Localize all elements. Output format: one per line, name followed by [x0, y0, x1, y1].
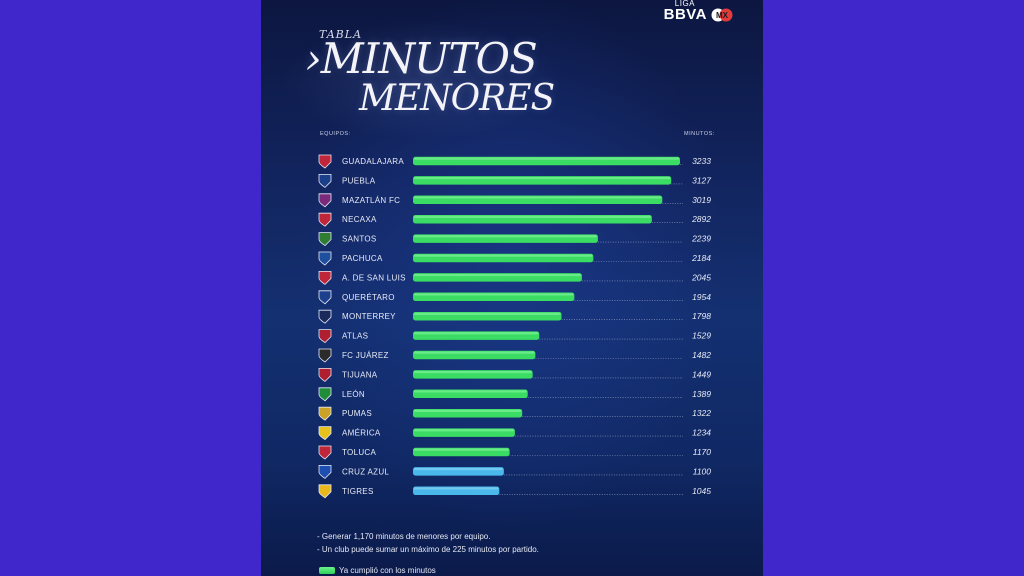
minutes-bar-highlight: [414, 157, 679, 160]
minutes-value: 1954: [692, 292, 711, 302]
team-name: GUADALAJARA: [342, 157, 404, 166]
minutes-value: 2045: [691, 272, 711, 282]
team-name: PUMAS: [342, 409, 372, 418]
minutes-value: 3127: [692, 175, 711, 185]
minutes-bar-highlight: [414, 370, 532, 374]
note-1: - Generar 1,170 minutos de menores por e…: [317, 532, 491, 541]
minutes-bar-highlight: [414, 409, 522, 412]
team-name: TOLUCA: [342, 448, 376, 457]
minutes-value: 1100: [693, 466, 712, 476]
minutes-value: 2892: [691, 214, 711, 224]
minutes-bar-highlight: [414, 312, 561, 315]
minutes-bar-highlight: [414, 429, 514, 432]
table-card: LIGA BBVA MX TABLA ›MINUTOS MENORES EQUI…: [261, 0, 763, 576]
team-crest-icon: [318, 154, 332, 169]
minutes-value: 1529: [692, 331, 711, 341]
minutes-value: 1170: [693, 447, 712, 457]
team-name: CRUZ AZUL: [342, 467, 389, 476]
brand-name: BBVA: [663, 6, 707, 23]
title-line-1: ›MINUTOS: [305, 34, 538, 83]
mx-logo-icon: MX: [711, 8, 733, 22]
brand-liga: LIGA: [674, 0, 695, 8]
team-crest-icon: [318, 193, 332, 208]
minutes-value: 1798: [692, 311, 711, 321]
team-crest-icon: [318, 212, 332, 227]
team-name: TIJUANA: [342, 370, 378, 379]
title-small: TABLA: [319, 28, 363, 41]
team-name: AMÉRICA: [342, 429, 381, 438]
title-line-2: MENORES: [359, 78, 555, 119]
team-crest-icon: [318, 445, 332, 460]
note-2: - Un club puede sumar un máximo de 225 m…: [317, 545, 539, 554]
minutes-bar-highlight: [414, 487, 499, 490]
team-crest-icon: [318, 329, 332, 344]
legend-label: Ya cumplió con los minutos: [339, 566, 436, 575]
team-name: NECAXA: [342, 215, 377, 224]
team-crest-icon: [318, 368, 332, 382]
team-crest-icon: [318, 309, 332, 324]
minutes-value: 3019: [692, 195, 711, 205]
team-crest-icon: [318, 465, 332, 479]
team-crest-icon: [318, 251, 332, 266]
title-glow: [281, 20, 561, 140]
minutes-value: 1234: [692, 428, 711, 438]
minutes-value: 1449: [692, 369, 711, 379]
minutes-value: 1045: [692, 486, 711, 496]
minutes-bar-highlight: [414, 176, 671, 180]
legend-swatch: [319, 567, 335, 574]
team-crest-icon: [318, 406, 332, 421]
minutes-value: 2239: [691, 234, 711, 244]
minutes-bar-highlight: [414, 293, 574, 296]
team-crest-icon: [318, 174, 332, 188]
team-crest-icon: [318, 484, 332, 499]
team-crest-icon: [318, 271, 332, 285]
team-name: ATLAS: [342, 332, 368, 341]
team-crest-icon: [318, 232, 332, 247]
minutes-bar-highlight: [414, 235, 597, 238]
minutes-value: 1322: [692, 408, 711, 418]
minutes-bar-highlight: [414, 467, 503, 471]
team-crest-icon: [318, 387, 332, 402]
minutes-bar-highlight: [414, 196, 662, 199]
team-crest-icon: [318, 426, 332, 441]
team-crest-icon: [318, 348, 332, 363]
minutes-bar-highlight: [414, 273, 581, 277]
team-name: SANTOS: [342, 235, 377, 244]
svg-text:MX: MX: [716, 11, 729, 20]
minutes-value: 3233: [692, 156, 711, 166]
team-crest-icon: [318, 290, 332, 305]
minutes-bar-highlight: [414, 215, 651, 218]
minutes-value: 2184: [691, 253, 711, 263]
team-name: PUEBLA: [342, 176, 376, 185]
title-line-1-text: MINUTOS: [320, 34, 538, 83]
team-name: FC JUÁREZ: [342, 351, 389, 360]
team-name: MONTERREY: [342, 312, 396, 321]
minutes-bar-highlight: [414, 390, 527, 393]
team-name: A. DE SAN LUIS: [342, 273, 406, 282]
minutes-bar-highlight: [414, 351, 535, 354]
minutes-bar-highlight: [414, 332, 539, 335]
team-name: TIGRES: [342, 487, 374, 496]
team-name: QUERÉTARO: [342, 293, 395, 302]
minutes-bar-highlight: [414, 254, 593, 257]
minutes-bar-chart: GUADALAJARA 3233 PUEBLA 3127 MAZATLÁN FC 3019…: [318, 154, 712, 499]
minutes-value: 1389: [692, 389, 711, 399]
minutes-value: 1482: [692, 350, 711, 360]
team-name: MAZATLÁN FC: [342, 196, 400, 205]
team-name: LEÓN: [342, 390, 365, 399]
teams-header: EQUIPOS:: [320, 131, 351, 137]
minutes-header: MINUTOS:: [684, 131, 715, 137]
title-accent: ›: [305, 34, 322, 83]
minutes-bar-highlight: [414, 448, 509, 451]
team-name: PACHUCA: [342, 254, 383, 263]
